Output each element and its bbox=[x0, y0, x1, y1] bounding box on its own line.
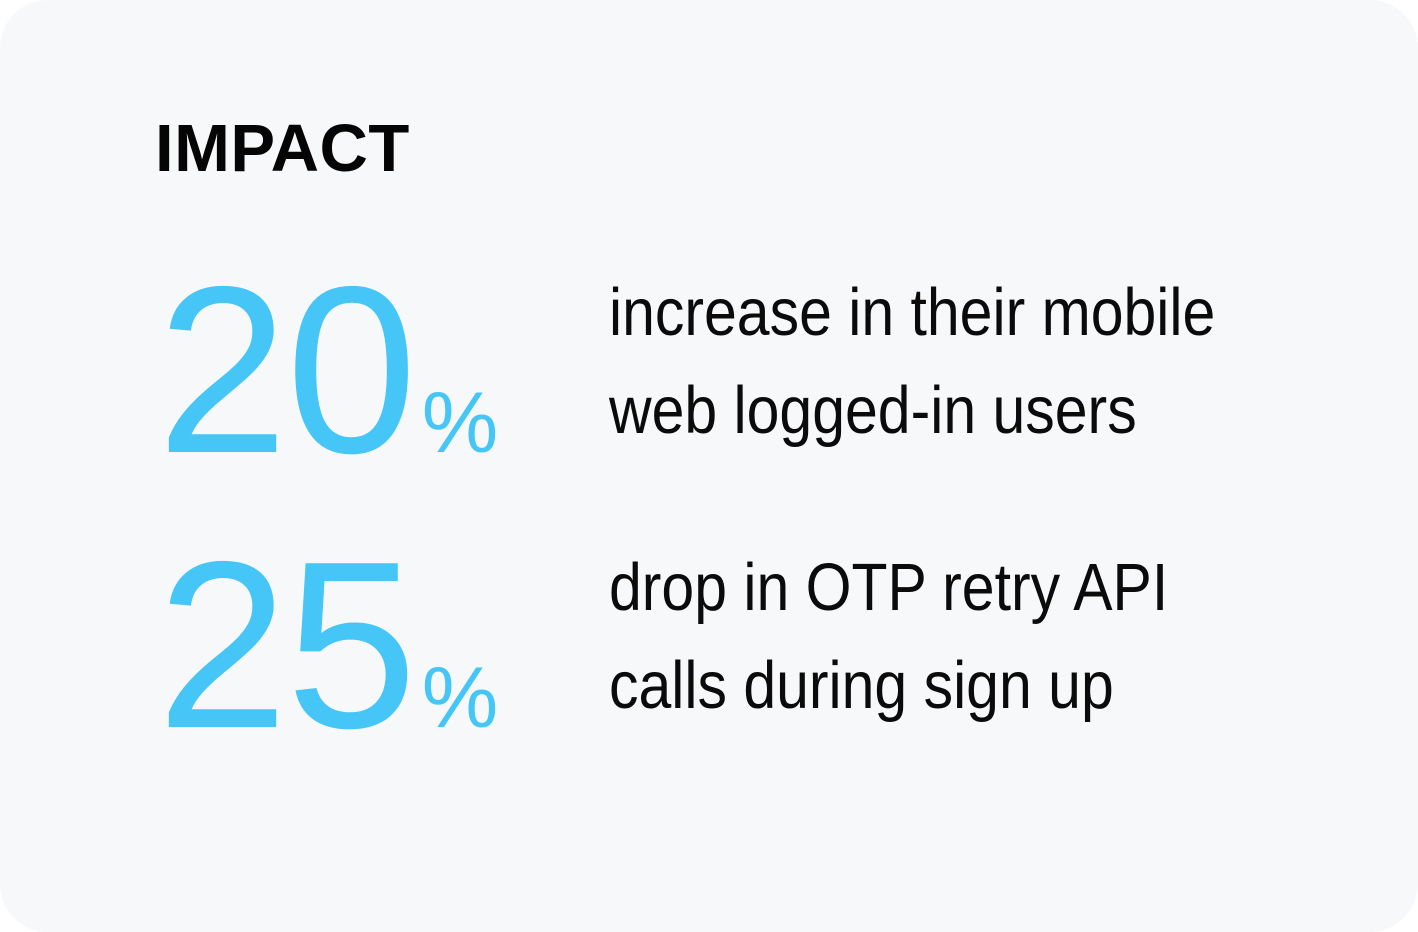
stat-value: 25 % bbox=[157, 527, 499, 765]
stat-description-line: drop in OTP retry API bbox=[609, 550, 1169, 625]
stat-row: 20 % increase in their mobile web logged… bbox=[0, 252, 1418, 490]
stat-description: increase in their mobile web logged-in u… bbox=[609, 264, 1225, 460]
stat-row: 25 % drop in OTP retry API calls during … bbox=[0, 527, 1418, 765]
stat-unit-percent: % bbox=[421, 375, 499, 471]
stat-description-line: increase in their mobile bbox=[609, 275, 1216, 350]
stat-number: 20 bbox=[157, 238, 417, 503]
stat-number: 25 bbox=[157, 513, 417, 778]
stat-description-line: web logged-in users bbox=[609, 373, 1137, 448]
stat-unit-percent: % bbox=[421, 650, 499, 746]
page-title: IMPACT bbox=[155, 111, 410, 186]
stat-value: 20 % bbox=[157, 252, 499, 490]
stat-description-line: calls during sign up bbox=[609, 648, 1114, 723]
stat-description: drop in OTP retry API calls during sign … bbox=[609, 539, 1225, 735]
